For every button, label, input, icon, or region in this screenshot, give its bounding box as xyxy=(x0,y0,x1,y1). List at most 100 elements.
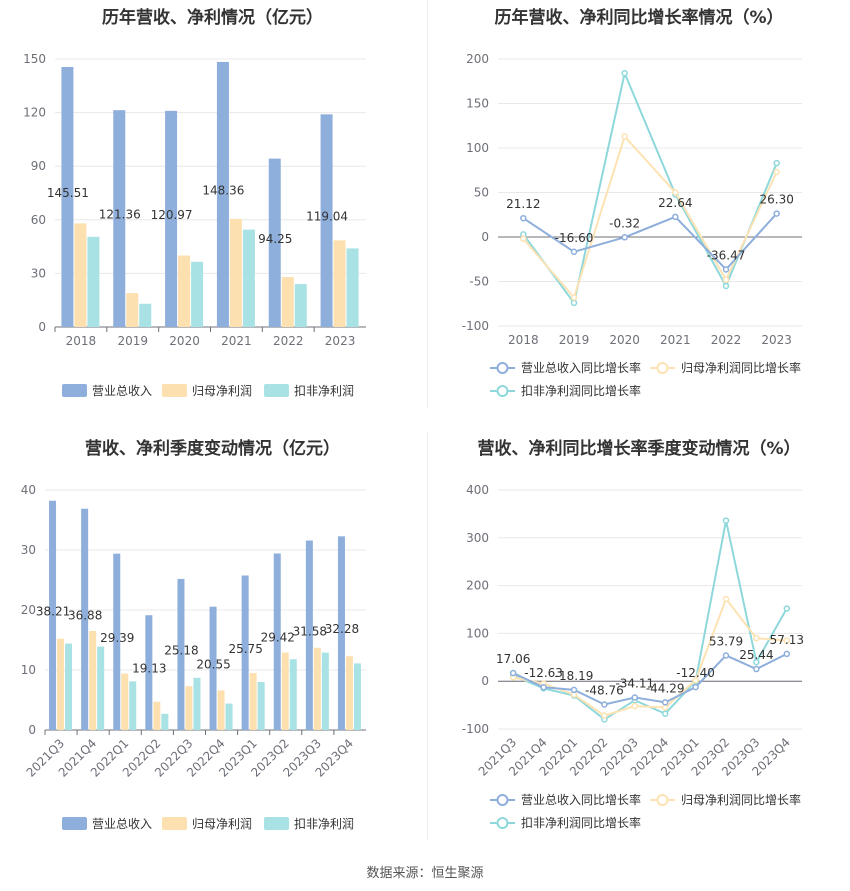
legend-swatch-marker xyxy=(496,362,509,374)
bar-parent-profit xyxy=(57,638,65,730)
data-point xyxy=(672,189,679,196)
data-label: 29.42 xyxy=(261,631,295,645)
legend-label: 扣非净利润同比增长率 xyxy=(521,383,641,398)
legend-swatch-marker xyxy=(656,362,669,374)
data-point xyxy=(773,210,780,217)
legend-swatch xyxy=(162,817,187,830)
legend-swatch-marker xyxy=(496,817,509,829)
data-point xyxy=(631,702,639,710)
bar-deducted-profit xyxy=(161,713,169,730)
y-tick-label: 0 xyxy=(38,320,46,334)
bar-parent-profit xyxy=(121,673,129,730)
data-point xyxy=(722,282,730,290)
bar-deducted-profit xyxy=(87,236,100,327)
data-label: -34.11 xyxy=(615,677,654,691)
chart-title: 营收、净利同比增长率季度变动情况（%） xyxy=(477,439,801,459)
data-label: -44.29 xyxy=(646,681,685,695)
y-tick-label: -100 xyxy=(462,319,489,333)
x-tick-label: 2020 xyxy=(609,333,640,347)
data-label: -48.76 xyxy=(585,684,624,698)
y-tick-label: 30 xyxy=(21,543,36,557)
legend-swatch-marker xyxy=(496,385,509,397)
chart-title: 营收、净利季度变动情况（亿元） xyxy=(85,439,340,459)
data-label: 22.64 xyxy=(658,196,692,210)
data-source: 数据来源：恒生聚源 xyxy=(366,866,484,881)
data-point xyxy=(570,248,578,256)
bar-parent-profit xyxy=(313,647,321,730)
y-tick-label: 10 xyxy=(21,663,36,677)
x-tick-label: 2022 xyxy=(711,333,742,347)
data-point xyxy=(570,299,578,307)
legend-label: 营业总收入同比增长率 xyxy=(521,792,641,807)
data-point xyxy=(540,683,547,691)
data-point xyxy=(631,694,639,701)
data-point xyxy=(783,650,791,658)
bar-revenue xyxy=(177,578,185,730)
data-label: 148.36 xyxy=(202,183,244,197)
y-tick-label: 200 xyxy=(466,579,489,593)
bar-deducted-profit xyxy=(346,248,359,327)
data-label: 31.58 xyxy=(293,624,327,638)
bar-revenue xyxy=(268,158,281,327)
data-label: 145.51 xyxy=(47,186,89,200)
y-tick-label: 300 xyxy=(466,531,489,545)
data-point xyxy=(520,235,527,243)
bar-parent-profit xyxy=(281,652,289,730)
bar-revenue xyxy=(216,61,229,327)
data-label: -12.63 xyxy=(524,666,563,680)
bar-deducted-profit xyxy=(289,659,297,730)
data-point xyxy=(509,669,517,677)
x-tick-label: 2019 xyxy=(559,333,590,347)
legend-label: 扣非净利润 xyxy=(294,817,354,831)
data-point xyxy=(621,69,628,77)
y-tick-label: 0 xyxy=(481,674,489,688)
data-point xyxy=(621,133,628,140)
bar-parent-profit xyxy=(281,276,294,327)
data-label: 36.88 xyxy=(68,608,102,622)
bar-deducted-profit xyxy=(193,677,201,730)
data-label: 29.39 xyxy=(100,631,134,645)
data-label: 38.21 xyxy=(36,604,70,618)
bar-revenue xyxy=(305,540,313,730)
legend-swatch xyxy=(264,384,289,397)
legend-label: 营业总收入 xyxy=(92,384,152,398)
data-point xyxy=(692,676,699,684)
y-tick-label: 90 xyxy=(31,159,46,173)
bar-parent-profit xyxy=(185,686,193,730)
y-tick-label: -50 xyxy=(469,275,489,289)
bar-parent-profit xyxy=(345,656,353,730)
bar-revenue xyxy=(49,500,57,730)
data-point xyxy=(722,595,730,603)
y-tick-label: 50 xyxy=(474,186,489,200)
bar-parent-profit xyxy=(74,223,87,327)
legend-label: 归母净利润同比增长率 xyxy=(681,792,801,807)
x-tick-label: 2021 xyxy=(221,334,252,348)
data-point xyxy=(722,652,730,659)
bar-revenue xyxy=(241,575,249,730)
data-label: 25.44 xyxy=(739,648,773,662)
quarterly-revenue-profit-panel: 营收、净利季度变动情况（亿元） 0 10 20 30 40 2021Q3 2021Q4 202… xyxy=(0,432,425,840)
legend-label: 扣非净利润同比增长率 xyxy=(521,815,641,830)
data-point xyxy=(722,517,730,524)
y-tick-label: -100 xyxy=(462,722,489,736)
data-point xyxy=(783,605,791,612)
y-tick-label: 20 xyxy=(21,603,36,617)
quarterly-revenue-profit-chart: 0102030402021Q32021Q42022Q12022Q22022Q32… xyxy=(21,483,366,831)
bar-deducted-profit xyxy=(65,643,73,730)
data-label: 120.97 xyxy=(151,208,193,222)
data-label: 21.12 xyxy=(506,197,540,211)
bar-deducted-profit xyxy=(191,261,204,327)
x-tick-label: 2023 xyxy=(761,333,792,347)
y-tick-label: 200 xyxy=(466,52,489,66)
annual-revenue-profit-chart: 0 30 60 90 120 150 2018 2019 2020 2021 2022 2023 145… xyxy=(23,52,366,398)
y-tick-label: 400 xyxy=(466,483,489,497)
data-point xyxy=(753,634,760,642)
data-point xyxy=(520,214,527,222)
bar-revenue xyxy=(320,114,333,327)
panel-divider-top xyxy=(427,0,428,408)
data-point xyxy=(621,234,628,241)
data-label: 94.25 xyxy=(258,232,292,246)
bar-deducted-profit xyxy=(242,229,255,327)
y-tick-label: 100 xyxy=(466,141,489,155)
bar-revenue xyxy=(81,508,89,730)
